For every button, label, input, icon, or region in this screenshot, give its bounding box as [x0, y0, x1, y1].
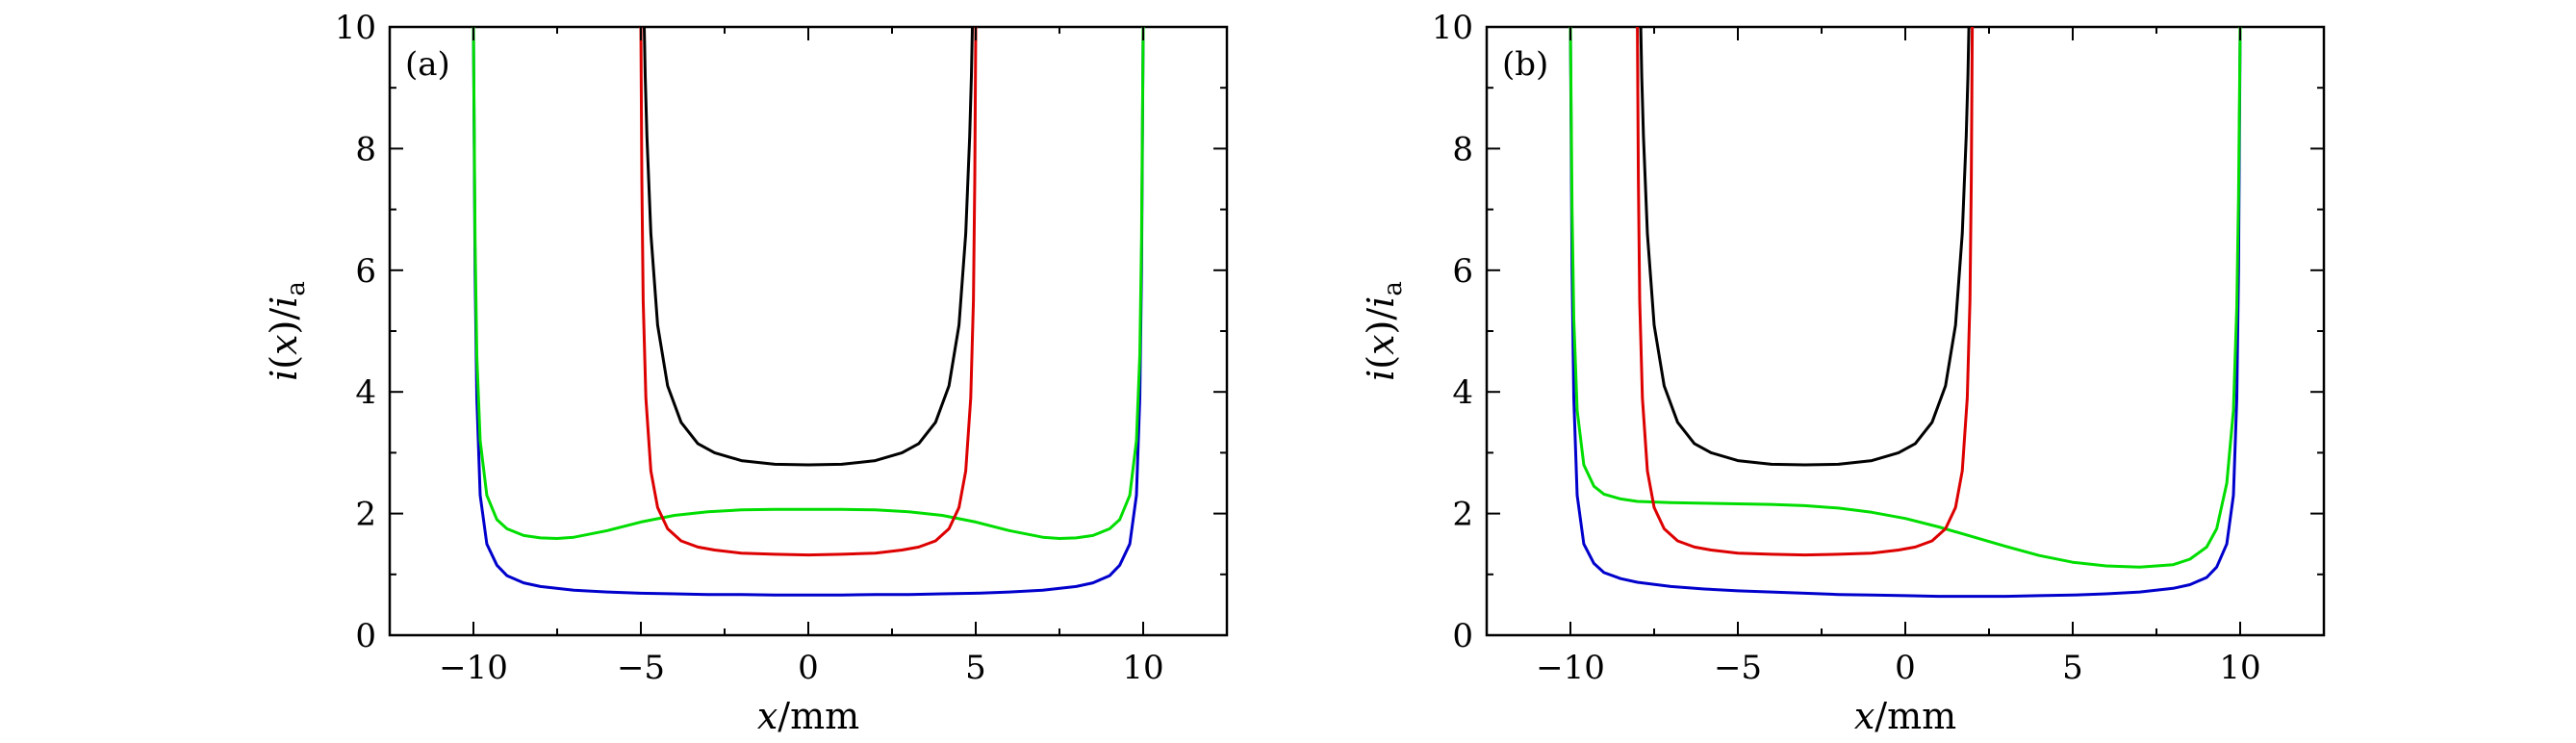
y-tick-label: 0 [355, 617, 376, 655]
series-line-red [639, 27, 978, 557]
x-tick-label: −10 [439, 649, 508, 687]
x-tick-label: −10 [1536, 649, 1605, 687]
x-tick-label: 0 [798, 649, 819, 687]
x-tick-label: 10 [2219, 649, 2260, 687]
y-tick-label: 4 [355, 373, 376, 412]
y-tick-label: 6 [355, 252, 376, 291]
chart-panel-b: −10 −5 0 5 10 0 2 4 6 8 10 (b) x/mm i(x)/ia [1360, 9, 2326, 737]
series-line-blue [1569, 27, 2242, 599]
series-line-red [1636, 27, 1975, 557]
x-tick-label: 5 [965, 649, 986, 687]
y-tick-label: 2 [355, 496, 376, 534]
x-tick-label: 10 [1122, 649, 1163, 687]
x-tick-label: −5 [1714, 649, 1762, 687]
series-line-black [643, 27, 974, 467]
y-tick-label: 2 [1452, 496, 1473, 534]
chart-panel-a: −10 −5 0 5 10 0 2 4 6 8 10 (a) x/mm i(x)/ia [263, 9, 1229, 737]
x-tick-label: 0 [1895, 649, 1916, 687]
x-tick-label: 5 [2062, 649, 2083, 687]
panel-label: (b) [1502, 45, 1548, 84]
series-line-green [472, 27, 1145, 540]
y-tick-label: 8 [1452, 130, 1473, 168]
plot-area-frame [1485, 25, 2326, 637]
y-tick-label: 8 [355, 130, 376, 168]
y-tick-label: 6 [1452, 252, 1473, 291]
y-tick-label: 10 [1432, 9, 1473, 47]
y-axis-label: i(x)/ia [1360, 281, 1408, 381]
plot-area-frame [388, 25, 1229, 637]
y-tick-label: 0 [1452, 617, 1473, 655]
series-line-black [1639, 27, 1971, 467]
y-tick-label: 4 [1452, 373, 1473, 412]
x-axis-label: x/mm [757, 695, 859, 737]
panel-label: (a) [405, 45, 450, 84]
x-axis-label: x/mm [1854, 695, 1956, 737]
y-axis-label: i(x)/ia [263, 281, 311, 381]
series-line-green [1569, 27, 2242, 569]
y-tick-label: 10 [335, 9, 376, 47]
series-line-blue [472, 27, 1145, 597]
x-tick-label: −5 [617, 649, 665, 687]
